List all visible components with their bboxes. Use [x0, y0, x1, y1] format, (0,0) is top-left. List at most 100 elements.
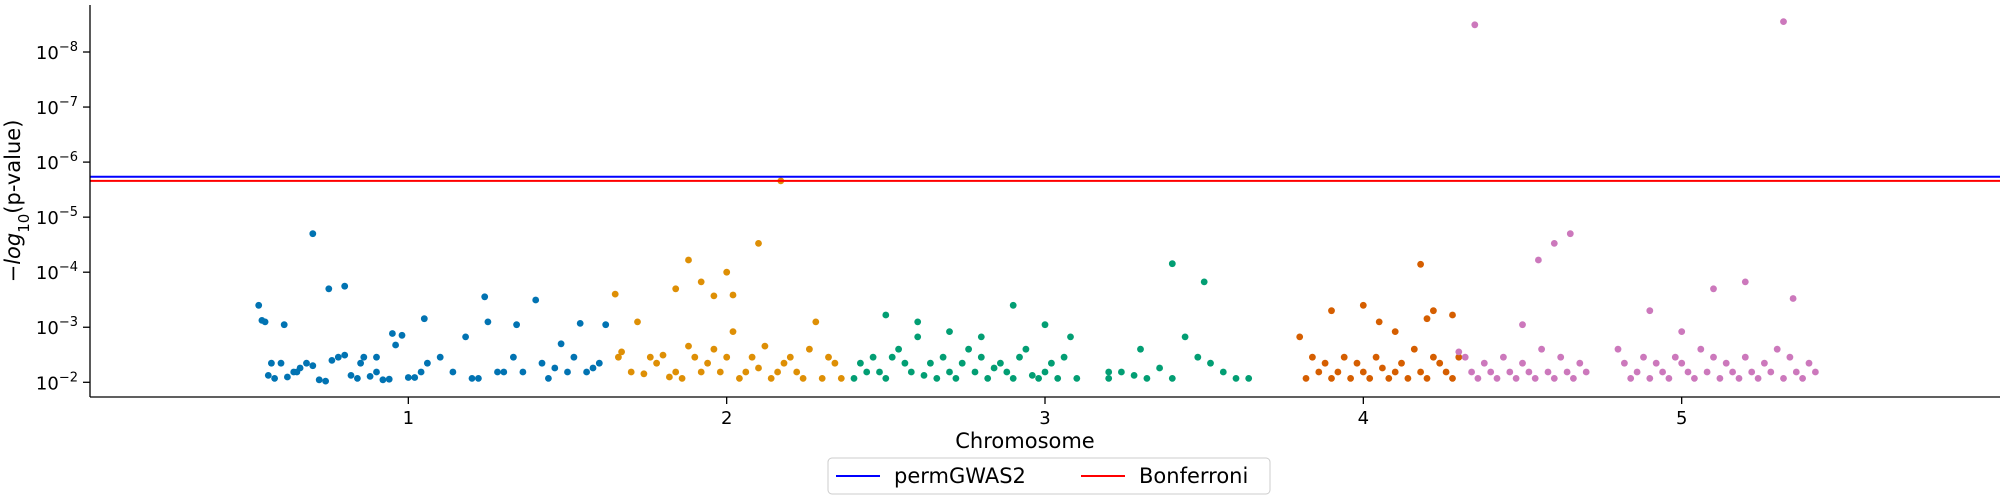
chromosome-1-point	[255, 301, 263, 309]
chromosome-1-point	[334, 353, 342, 361]
chromosome-4-point	[1321, 359, 1329, 367]
chromosome-2-point	[755, 240, 762, 247]
chromosome-1-point	[576, 320, 584, 327]
chromosome-5-point	[1468, 368, 1475, 376]
chromosome-4-point	[1385, 375, 1393, 382]
chromosome-2-point	[653, 359, 660, 367]
y-tick-label: 10−4	[36, 260, 78, 284]
chromosome-3-point	[927, 359, 934, 367]
chromosome-5-point	[1646, 307, 1654, 315]
chromosome-3-point	[876, 368, 883, 376]
chromosome-4-point	[1430, 353, 1437, 361]
chromosome-1-point	[411, 374, 419, 381]
chromosome-5-point	[1665, 375, 1673, 382]
chromosome-1-point	[420, 315, 428, 323]
chromosome-3-point	[971, 368, 979, 376]
chromosome-1-point	[296, 364, 304, 372]
chromosome-3-point	[1035, 375, 1042, 382]
chromosome-2-point	[825, 353, 832, 361]
x-ticks: 1 2 3 4 5	[403, 397, 1687, 429]
chromosome-1-point	[513, 321, 520, 329]
chromosome-1-point	[392, 341, 399, 349]
chromosome-3-point	[863, 368, 871, 376]
chromosome-3-point	[882, 375, 890, 382]
chromosome-2-point	[799, 375, 807, 382]
chromosome-3-point	[1009, 375, 1017, 382]
chromosome-2-point	[729, 291, 737, 299]
chromosome-1-point	[475, 375, 482, 382]
y-axis-label: −log10(p-value)	[1, 120, 33, 283]
scatter-points	[255, 18, 1819, 385]
chromosome-4-point	[1366, 375, 1374, 382]
y-tick-label: 10−5	[36, 205, 78, 229]
chromosome-3-point	[952, 375, 960, 382]
chromosome-1-point	[494, 368, 501, 376]
chromosome-2-point	[710, 292, 718, 300]
chromosome-4-point	[1442, 368, 1450, 376]
chromosome-3-point	[850, 375, 858, 382]
chromosome-3-point	[965, 345, 972, 353]
chromosome-2-point	[678, 375, 686, 382]
chromosome-5-point	[1461, 353, 1469, 361]
chromosome-1-point	[510, 353, 517, 361]
chromosome-3-point	[1168, 375, 1176, 382]
chromosome-1-point	[341, 282, 349, 290]
chromosome-3-point	[895, 345, 902, 353]
chromosome-3-point	[907, 368, 915, 376]
chromosome-1-point	[500, 368, 508, 376]
chromosome-2-point	[818, 375, 826, 382]
chromosome-1-point	[264, 372, 272, 379]
chromosome-3-point	[1041, 368, 1049, 376]
chromosome-3-point	[1200, 278, 1208, 286]
chromosome-4-point	[1372, 353, 1380, 361]
chromosome-1-point	[462, 333, 469, 341]
chromosome-2-point	[774, 368, 781, 376]
chromosome-4-point	[1347, 375, 1354, 382]
chromosome-5-point	[1570, 375, 1577, 382]
chromosome-1-point	[404, 374, 412, 381]
chromosome-2-point	[780, 359, 788, 367]
chromosome-1-point	[303, 359, 310, 367]
chromosome-2-point	[672, 285, 680, 293]
chromosome-1-point	[357, 359, 364, 367]
chromosome-1-point	[322, 377, 329, 385]
chromosome-2-point	[767, 375, 775, 382]
chromosome-5-point	[1557, 353, 1565, 361]
chromosome-3-point	[1156, 364, 1163, 372]
chromosome-1-point	[519, 368, 527, 376]
chromosome-1-point	[341, 351, 349, 359]
chromosome-2-point	[806, 345, 813, 353]
chromosome-1-point	[449, 368, 457, 376]
x-tick-label: 3	[1039, 408, 1050, 429]
chromosome-5-point	[1678, 328, 1686, 335]
chromosome-5-point	[1627, 375, 1635, 382]
chromosome-2-point	[704, 359, 711, 367]
chromosome-3-point	[1105, 375, 1113, 382]
chromosome-1-point	[366, 373, 374, 380]
chromosome-5-point	[1480, 359, 1488, 367]
chromosome-1-point	[379, 376, 387, 384]
chromosome-5-point	[1659, 368, 1666, 376]
chromosome-4-point	[1375, 318, 1383, 326]
chromosome-2-point	[786, 353, 794, 361]
chromosome-2-point	[646, 353, 654, 361]
chromosome-3-point	[946, 328, 953, 335]
chromosome-1-point	[398, 331, 406, 339]
y-ticks: 10−2 10−3 10−4 10−5 10−6 10−7 10−8	[36, 40, 90, 394]
chromosome-4-point	[1302, 375, 1310, 382]
chromosome-3-point	[1054, 375, 1062, 382]
chromosome-2-point	[666, 373, 673, 381]
chromosome-3-point	[1118, 368, 1125, 376]
chromosome-5-point	[1741, 278, 1749, 286]
chromosome-2-point	[685, 342, 692, 350]
chromosome-2-point	[723, 268, 731, 276]
chromosome-4-point	[1309, 353, 1316, 361]
chromosome-5-point	[1786, 353, 1794, 361]
chromosome-4-point	[1340, 353, 1348, 361]
x-tick-label: 4	[1358, 408, 1369, 429]
chromosome-3-point	[857, 359, 864, 367]
chromosome-4-point	[1359, 301, 1367, 309]
chromosome-5-point	[1550, 240, 1558, 247]
chromosome-4-point	[1328, 375, 1335, 382]
threshold-lines	[90, 175, 2000, 182]
